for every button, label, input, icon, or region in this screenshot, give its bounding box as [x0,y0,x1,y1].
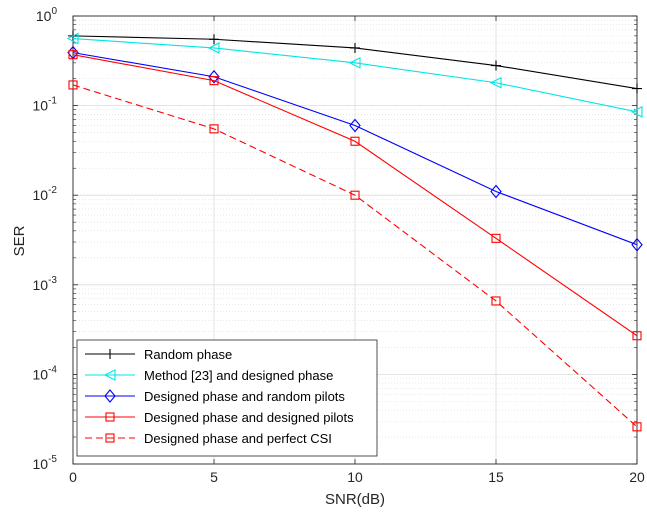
data-point [490,184,502,199]
legend-label: Designed phase and perfect CSI [144,431,332,446]
data-point [350,136,360,146]
series-2 [66,32,643,118]
data-point [349,118,361,133]
data-point [68,80,78,90]
series-line [72,52,638,246]
legend-marker [103,369,116,381]
legend-item: Designed phase and designed pilots [85,410,354,425]
legend-label: Method [23] and designed phase [144,368,333,383]
x-tick-label: 5 [210,469,218,485]
legend-item: Designed phase and random pilots [85,389,345,404]
data-point [632,83,642,94]
x-axis-label: SNR(dB) [325,491,385,508]
x-tick-label: 10 [347,469,363,485]
series-line [72,84,638,428]
data-point [209,76,219,86]
y-tick-label: 10-3 [33,275,58,293]
legend-marker [104,389,116,403]
series-4 [68,50,642,341]
axes: 0 5 10 15 20 10-5 10-4 10-3 10-2 10-1 100 [33,6,645,485]
data-point [632,331,642,341]
data-point [491,60,501,71]
series [66,30,643,432]
x-tick-label: 20 [629,469,645,485]
data-point [207,42,220,54]
x-tick-label: 0 [69,469,77,485]
data-point [630,106,643,118]
series-line [72,54,638,337]
data-point [209,34,219,45]
y-tick-label: 100 [36,6,58,24]
legend-label: Designed phase and designed pilots [144,410,354,425]
legend-marker [105,412,115,422]
legend-item: Random phase [85,347,232,362]
y-tick-label: 10-4 [33,364,58,382]
legend-item: Designed phase and perfect CSI [85,431,332,446]
legend-box [76,339,378,457]
data-point [491,233,501,243]
data-point [66,32,79,45]
data-point [348,56,361,69]
data-point [632,422,642,432]
data-point [491,296,501,306]
legend: Random phase Method [23] and designed pha… [76,339,378,457]
data-point [209,124,219,134]
axes-box [72,15,638,465]
x-tick-label: 15 [488,469,504,485]
data-point [350,42,360,53]
data-point [350,190,360,200]
data-point [489,76,502,89]
series-line [72,38,638,113]
data-point [68,50,78,60]
legend-label: Designed phase and random pilots [144,389,345,404]
legend-marker [105,433,115,443]
y-tick-label: 10-5 [33,454,58,472]
y-tick-label: 10-1 [33,96,58,114]
legend-item: Method [23] and designed phase [85,368,333,383]
legend-label: Random phase [144,347,232,362]
data-point [631,237,643,252]
y-tick-label: 10-2 [33,185,58,203]
y-axis-label: SER [11,225,28,256]
series-5 [68,80,642,432]
legend-marker [105,349,115,359]
data-point [208,69,220,84]
